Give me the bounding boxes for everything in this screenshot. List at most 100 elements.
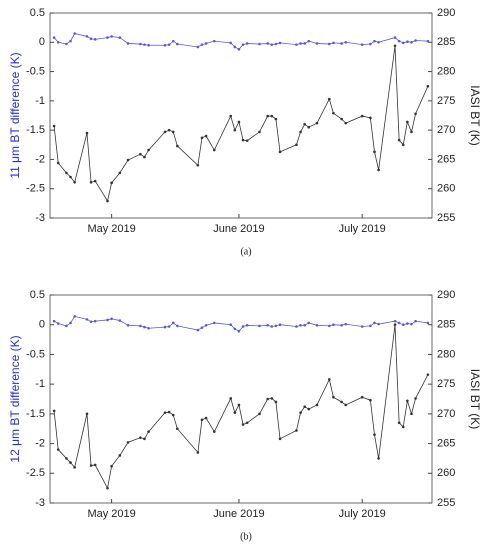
y2-tick-label: 265	[437, 153, 455, 165]
point	[332, 395, 335, 399]
point	[85, 318, 89, 321]
point	[373, 150, 376, 154]
point	[328, 378, 331, 381]
y2-tick-label: 275	[437, 378, 455, 390]
point	[377, 40, 380, 44]
point	[229, 114, 233, 118]
point	[89, 464, 93, 467]
point	[106, 486, 109, 490]
x-tick-label: May 2019	[87, 223, 135, 235]
point	[410, 322, 413, 326]
y2-tick-label: 260	[437, 183, 455, 195]
point	[213, 148, 216, 152]
point	[118, 171, 122, 175]
y2-tick-label: 285	[437, 319, 455, 331]
point	[397, 39, 401, 43]
point	[245, 324, 249, 327]
point	[315, 324, 319, 327]
point	[295, 429, 298, 432]
caption: (a)	[240, 246, 251, 257]
point	[377, 322, 380, 326]
point	[303, 405, 306, 409]
point	[163, 43, 167, 47]
point	[176, 144, 179, 148]
point	[106, 36, 109, 39]
point	[56, 322, 60, 325]
point	[270, 43, 274, 46]
y2-tick-label: 275	[437, 95, 455, 107]
point	[143, 155, 146, 159]
point	[369, 398, 372, 402]
point	[167, 410, 171, 414]
point	[52, 319, 56, 323]
point	[274, 42, 278, 46]
point	[414, 39, 417, 42]
point	[200, 136, 204, 140]
point	[340, 400, 343, 404]
point	[328, 97, 331, 101]
point	[266, 114, 269, 118]
point	[328, 324, 331, 328]
y-tick-label: -2.5	[26, 183, 45, 195]
point	[360, 395, 364, 399]
point	[126, 324, 130, 327]
y-tick-label: 0.5	[30, 289, 45, 301]
point	[360, 325, 364, 328]
y-tick-label: -2	[35, 437, 45, 449]
point	[270, 114, 274, 118]
point	[65, 324, 68, 328]
point	[52, 124, 56, 128]
point	[401, 425, 405, 429]
point	[93, 463, 97, 467]
point	[258, 412, 261, 416]
point	[344, 40, 348, 44]
point	[344, 403, 348, 407]
point	[65, 42, 68, 46]
point	[52, 36, 56, 39]
point	[303, 122, 306, 126]
point	[340, 117, 343, 121]
x-tick-label: July 2019	[339, 223, 386, 235]
point	[315, 403, 319, 407]
y-tick-label: -2.5	[26, 467, 45, 479]
point	[307, 321, 311, 325]
point	[426, 321, 430, 325]
point	[274, 400, 278, 404]
point	[258, 42, 261, 46]
plot-frame	[49, 294, 433, 504]
point	[69, 39, 72, 43]
point	[196, 451, 200, 454]
y2-tick-label: 265	[437, 437, 455, 449]
point	[245, 42, 249, 45]
point	[73, 32, 76, 35]
point	[393, 36, 397, 39]
point	[233, 128, 237, 132]
point	[126, 158, 130, 162]
point	[307, 407, 311, 411]
point	[196, 45, 200, 49]
point	[85, 412, 89, 416]
point	[110, 35, 113, 38]
y-tick-label: -2	[35, 153, 45, 165]
point	[406, 399, 409, 403]
point	[89, 180, 93, 184]
point	[106, 199, 109, 203]
point	[147, 430, 150, 433]
point	[410, 40, 413, 44]
point	[414, 112, 417, 116]
point	[171, 130, 175, 134]
point	[110, 464, 113, 468]
point	[274, 324, 278, 328]
point	[163, 325, 167, 329]
point	[126, 42, 130, 45]
point	[241, 325, 245, 328]
y2-tick-label: 255	[437, 212, 455, 224]
point	[176, 324, 179, 328]
series-line	[53, 324, 429, 490]
point	[56, 40, 60, 44]
point	[406, 120, 409, 124]
point	[274, 117, 278, 121]
point	[52, 409, 56, 413]
point	[143, 325, 146, 329]
